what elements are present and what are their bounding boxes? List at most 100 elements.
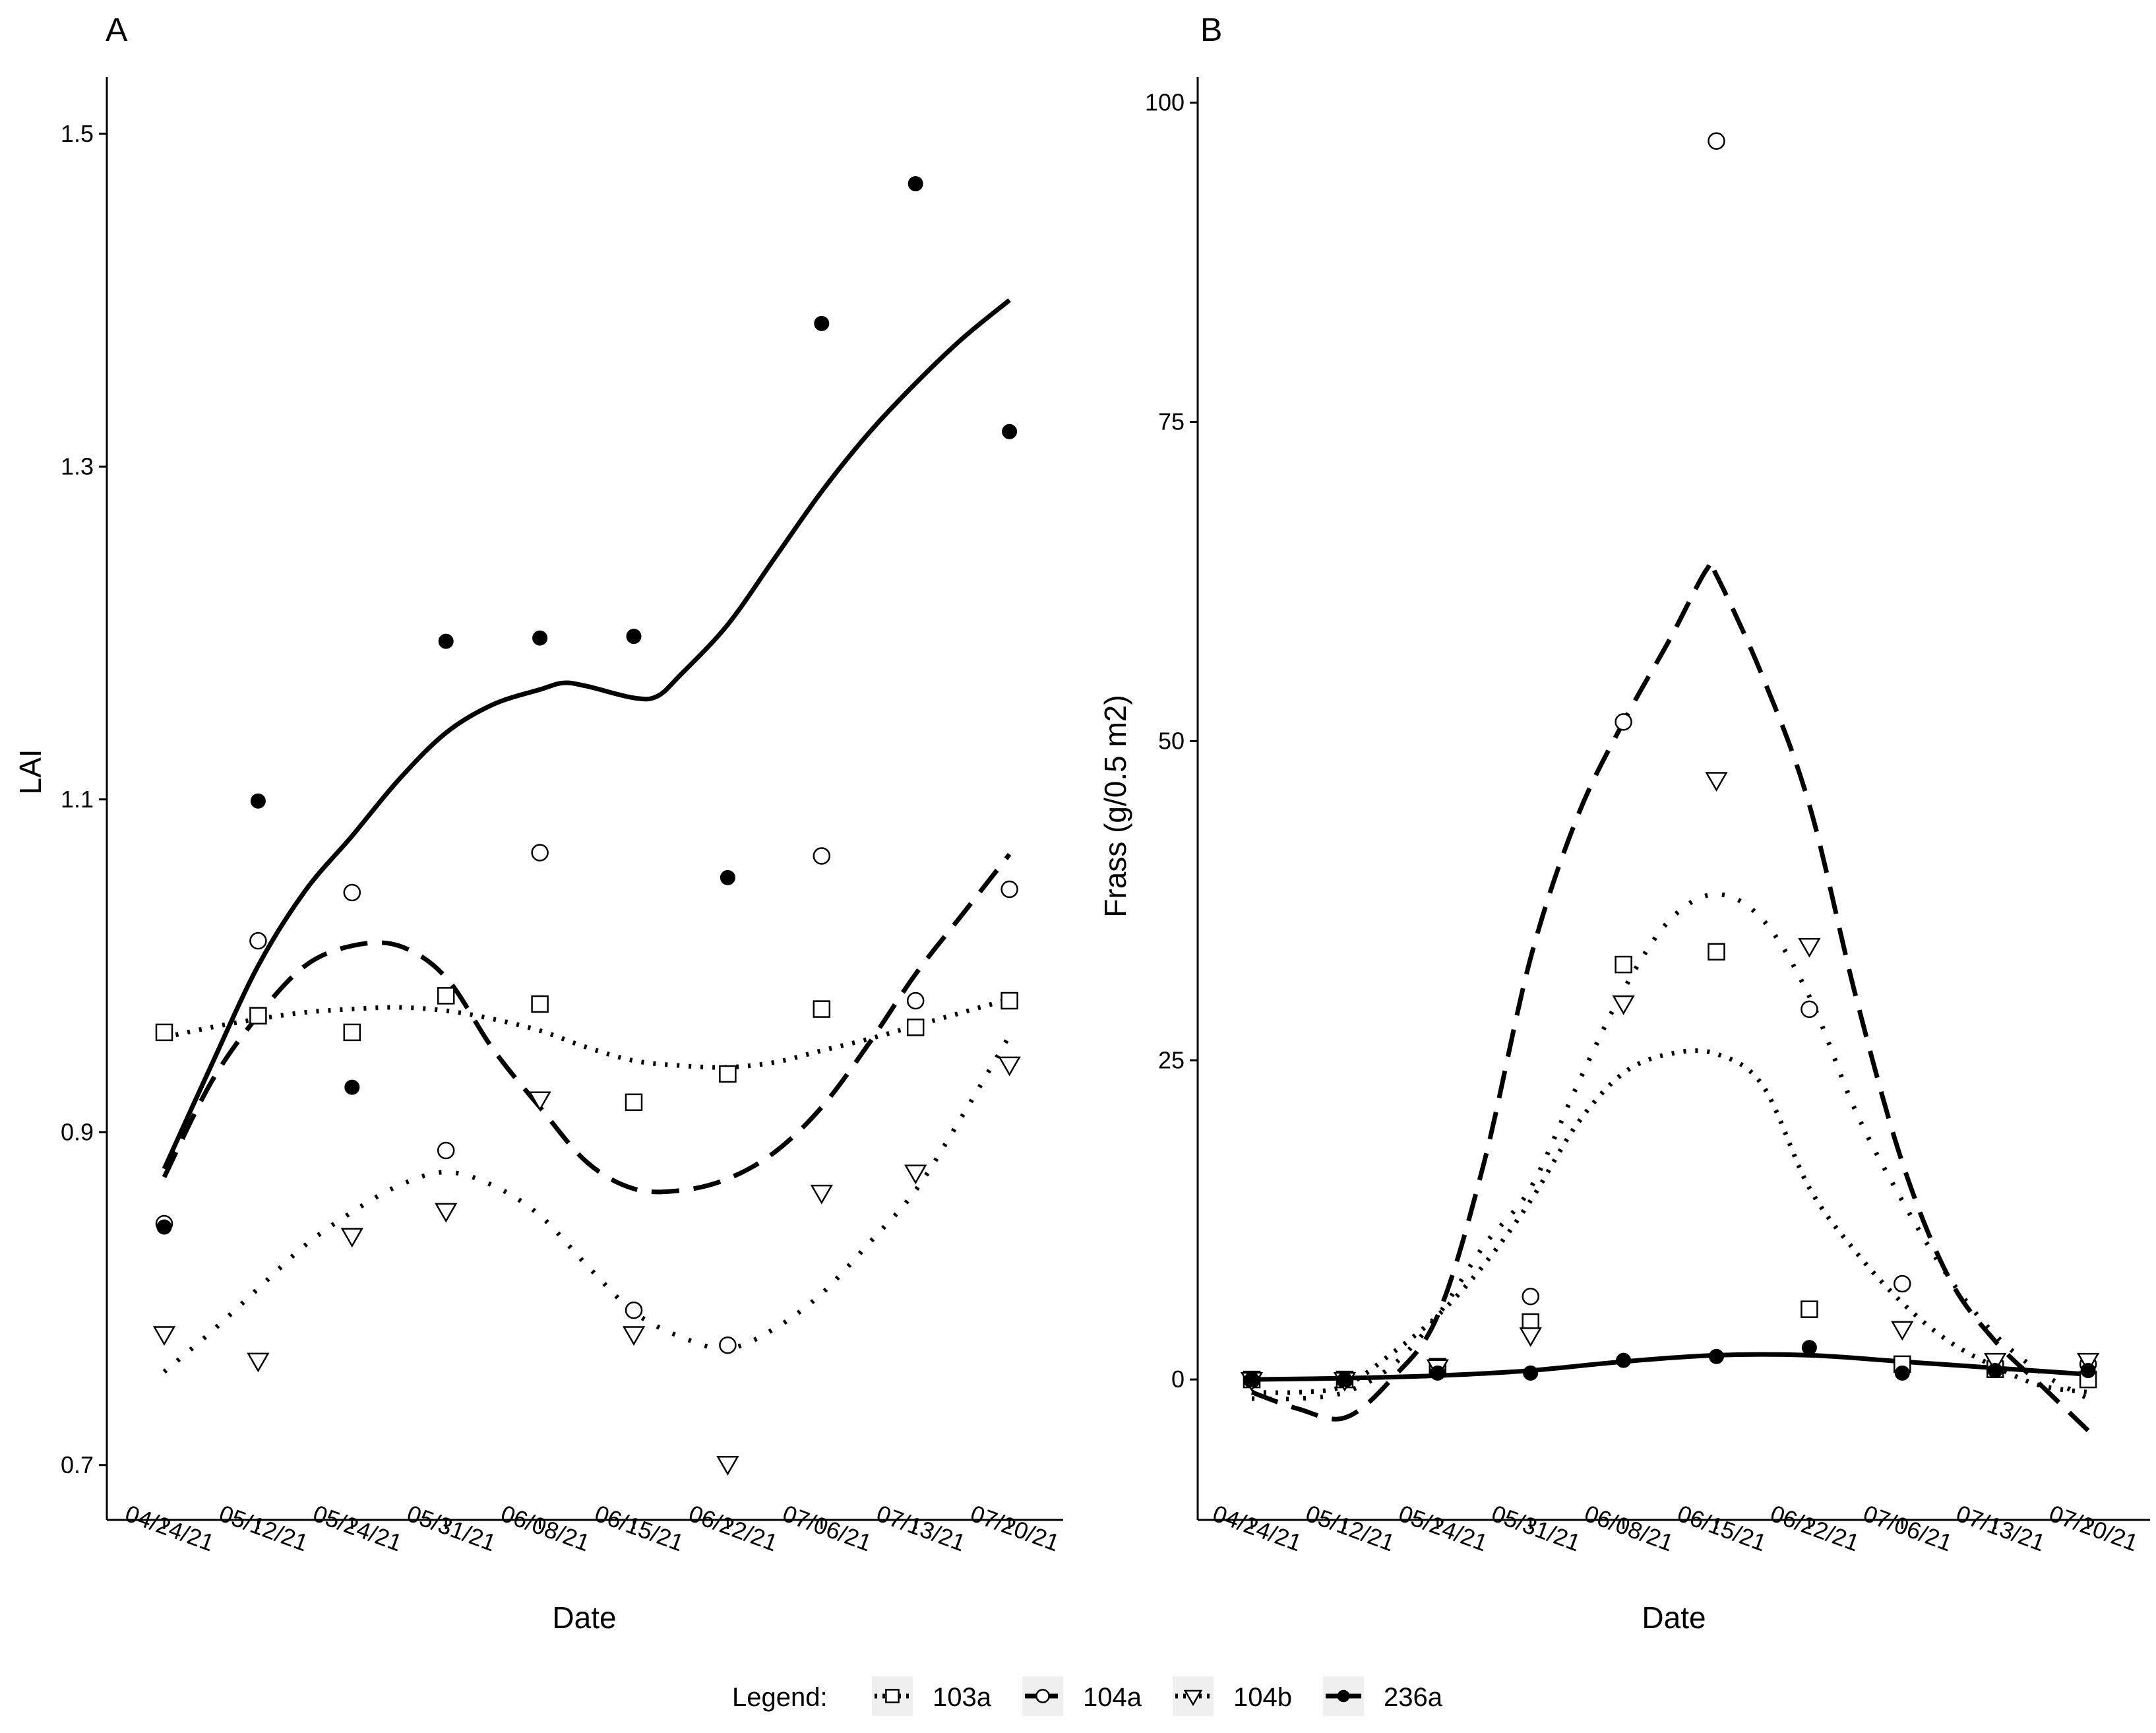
panel-b-point-236a [1801,1340,1817,1356]
panel-b-point-104a [1894,1275,1911,1293]
panel-a-point-236a [344,1079,360,1095]
panel-a-x-tick-label: 06/22/21 [685,1499,782,1556]
panel-a-point-236a [814,315,830,331]
panel-a-point-103a [625,1093,643,1112]
panel-a-x-tick-label: 06/15/21 [592,1499,688,1556]
panel-b-x-ticks: 04/24/2105/12/2105/24/2105/31/2106/08/21… [1210,1499,2142,1556]
panel-a-point-104b [340,1228,363,1248]
legend-marker-104a [1035,1689,1050,1703]
panel-b-point-104a [1801,1000,1818,1019]
legend-item-104b: 104b [1173,1676,1292,1716]
panel-b-point-104b [1798,937,1821,958]
panel-a-x-tick-label: 06/08/21 [497,1499,594,1556]
legend-title: Legend: [732,1683,828,1712]
panel-b-x-tick-label: 05/12/21 [1302,1499,1398,1556]
panel-b-point-236a [1616,1352,1632,1368]
panel-a-smooth-104a [162,852,1012,1195]
legend-item-236a: 236a [1323,1676,1443,1716]
panel-a-smooth-236a [162,298,1011,1170]
panel-a-point-104a [343,883,361,902]
panel-b-point-104b [1612,995,1635,1015]
panel-a-point-103a [343,1023,361,1042]
panel-a-smooth-104b [162,1034,1012,1374]
panel-b-point-104a [1522,1288,1539,1306]
panel-b-point-104b [2076,1352,2100,1373]
panel-a-point-103a [249,1007,267,1024]
panel-b-point-236a [2080,1363,2096,1379]
panel-a-y-tick-label: 1.1 [61,786,94,813]
legend: Legend: 103a 104a 104b 236a [732,1676,1443,1716]
panel-b-point-104a [1615,713,1632,731]
panel-a-point-104a [625,1301,643,1319]
panel-b-smooth-104b [1251,892,2089,1402]
legend-marker-104b [1183,1689,1203,1707]
panel-b-y-axis-title: Frass (g/0.5 m2) [1098,695,1132,917]
panel-b-y-tick-label: 100 [1145,89,1185,116]
panel-a-point-104a [249,931,267,950]
legend-label-236a: 236a [1384,1683,1443,1712]
legend-item-103a: 103a [872,1676,992,1716]
panel-a-point-236a [250,793,266,809]
legend-marker-236a [1337,1689,1350,1703]
legend-label-104b: 104b [1233,1683,1292,1712]
panel-b-point-104a [1708,132,1725,150]
panel-a-point-103a [906,1019,925,1036]
panel-b-label: B [1200,11,1222,48]
panel-a-y-tick-label: 1.3 [61,453,94,480]
panel-a-smooth-lines [162,298,1012,1374]
panel-b-point-236a [1337,1371,1353,1387]
panel-b-point-104b [1891,1321,1914,1341]
panel-a-point-103a [531,995,549,1013]
panel-b-x-tick-label: 07/13/21 [1953,1499,2049,1556]
panel-a-x-tick-label: 07/20/21 [967,1499,1063,1556]
panel-a-y-ticks: 0.7 0.9 1.1 1.3 1.5 [61,120,107,1478]
panel-a-point-103a [1001,992,1018,1010]
panel-a-point-104b [904,1164,927,1185]
panel-a-point-104b [810,1184,833,1205]
panel-b-smooth-236a [1251,1352,2089,1382]
panel-a-point-104a [531,844,549,862]
panel-a-x-tick-label: 07/13/21 [873,1499,970,1556]
panel-b-x-tick-label: 04/24/21 [1210,1499,1306,1556]
panel-a-x-tick-label: 07/06/21 [779,1499,875,1556]
panel-a-point-104a [906,992,925,1010]
panel-b-point-103a [1615,955,1632,974]
panel-a-x-ticks: 04/24/2105/12/2105/24/2105/31/2106/08/21… [122,1499,1063,1556]
panel-b-point-236a [1244,1371,1260,1387]
panel-b-point-104b [1705,772,1728,792]
panel-b-x-tick-label: 06/22/21 [1767,1499,1863,1556]
panel-a-point-104b [998,1056,1021,1077]
panel-b-point-236a [1523,1365,1539,1381]
panel-a-y-tick-label: 0.9 [61,1118,94,1145]
panel-a-x-tick-label: 05/12/21 [216,1499,312,1556]
panel-b-point-236a [1430,1365,1446,1381]
panel-b-smooth-103a [1251,1048,2089,1395]
panel-b-smooth-lines [1250,559,2090,1433]
panel-b-point-104b [1519,1327,1542,1347]
panel-b-y-tick-label: 50 [1158,727,1185,754]
panel-b-point-236a [1709,1348,1724,1364]
panel-a: A 0.7 0.9 1.1 1.3 1.5 04/24/2105/12/2105/24/… [13,11,1063,1635]
panel-b-y-tick-label: 75 [1158,408,1185,435]
panel-a-point-236a [626,629,642,645]
panel-a-point-104a [437,1141,455,1160]
panel-a-point-103a [813,1000,831,1018]
panel-a-point-104b [435,1203,458,1223]
panel-a-point-104b [152,1326,176,1346]
panel-a-label: A [106,11,128,48]
legend-marker-103a [885,1689,900,1703]
panel-a-x-axis-title: Date [552,1600,616,1635]
panel-b-point-104b [1984,1352,2007,1373]
panel-a-point-104a [813,847,831,865]
panel-a-smooth-103a [164,997,1010,1070]
panel-a-point-236a [156,1219,172,1235]
legend-label-103a: 103a [933,1683,992,1712]
panel-a-y-axis-title: LAI [13,749,47,794]
panel-b-y-tick-label: 0 [1171,1366,1185,1393]
panel-b: B 0 25 50 75 100 04/24/2105/12/2105/24/2105/… [1098,11,2150,1635]
panel-b-x-tick-label: 07/06/21 [1860,1499,1956,1556]
panel-a-point-103a [437,987,455,1005]
panel-a-point-104a [1001,880,1018,898]
panel-a-x-tick-label: 04/24/21 [122,1499,218,1556]
